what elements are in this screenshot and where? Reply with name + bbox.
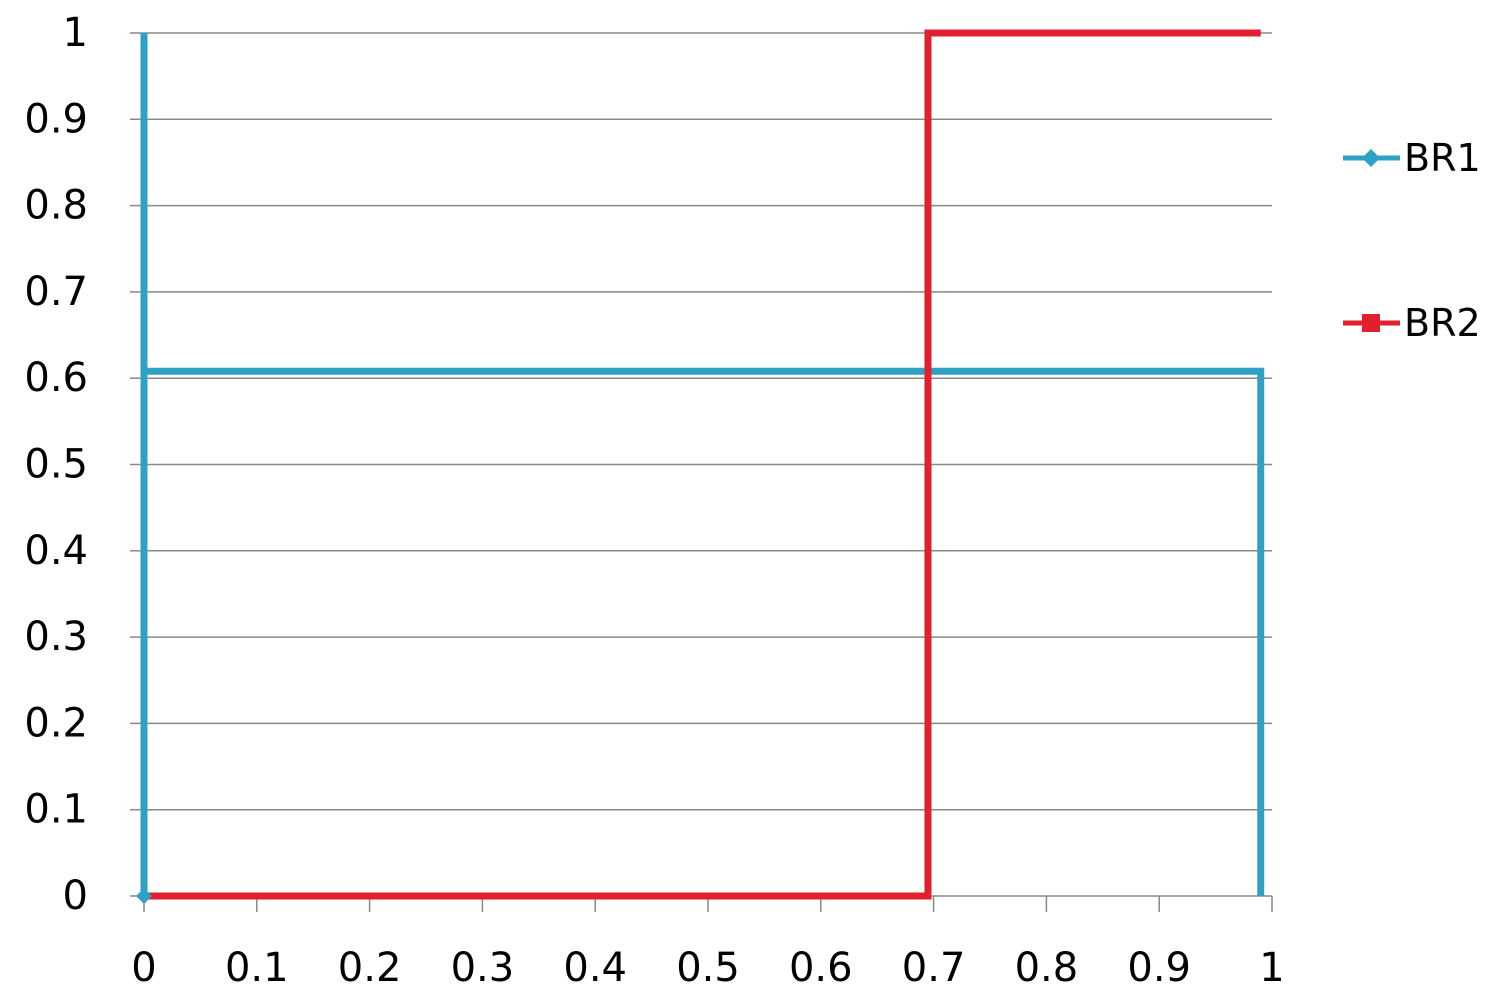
legend: BR1 BR2 (1343, 136, 1481, 345)
y-tick-label: 0.5 (24, 442, 88, 488)
x-tick-label: 0.8 (1015, 945, 1079, 990)
series-line-br2 (144, 29, 1261, 900)
x-tick-label: 0.7 (902, 945, 966, 990)
y-tick-label: 0.3 (24, 614, 88, 660)
x-tick-label: 0.2 (338, 945, 402, 990)
y-tick-label: 0.8 (24, 183, 88, 229)
y-tick-label: 0 (63, 873, 88, 919)
data-point-br1 (136, 888, 152, 904)
x-tick-label: 0 (131, 945, 156, 990)
x-tick-label: 0.9 (1127, 945, 1191, 990)
series-line-br1 (140, 33, 1265, 896)
plot-area (136, 29, 1265, 904)
legend-entry-br2: BR2 (1343, 301, 1481, 345)
axes: 0 0.1 0.2 0.3 0.4 0.5 0.6 0.7 0.8 0.9 1 0 0.1 0.2 0.3 0… (24, 10, 1284, 991)
y-tick-label: 0.7 (24, 269, 88, 315)
legend-label: BR2 (1404, 301, 1481, 345)
y-tick-label: 0.6 (24, 355, 88, 401)
x-tick-label: 0.4 (563, 945, 627, 990)
x-tick-label: 0.3 (451, 945, 515, 990)
legend-label: BR1 (1404, 136, 1481, 180)
x-tick-label: 0.1 (225, 945, 289, 990)
legend-square-marker (1362, 314, 1380, 332)
grid (144, 32, 1272, 811)
x-tick-label: 0.6 (789, 945, 853, 990)
y-tick-label: 0.2 (24, 700, 88, 746)
y-tick-label: 0.4 (24, 528, 88, 574)
y-tick-label: 0.1 (24, 787, 88, 833)
legend-diamond-marker (1362, 149, 1380, 167)
y-tick-label: 0.9 (24, 96, 88, 142)
legend-entry-br1: BR1 (1343, 136, 1481, 180)
x-tick-label: 0.5 (676, 945, 740, 990)
x-tick-label: 1 (1259, 945, 1284, 990)
y-tick-label: 1 (63, 10, 88, 56)
